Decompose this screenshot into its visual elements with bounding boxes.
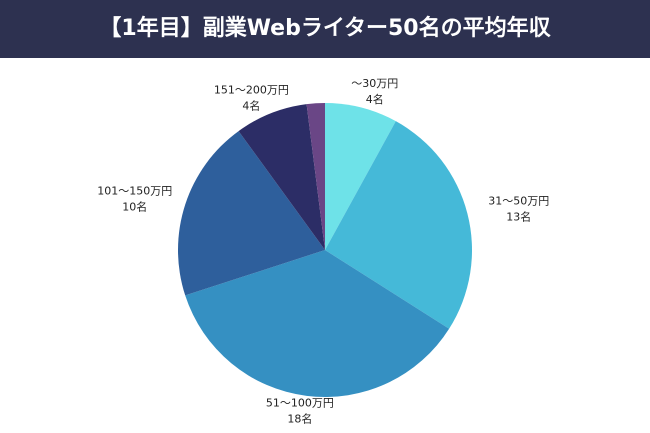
pie-slice [306,103,325,250]
value-label: 10名 [122,200,147,214]
pie-slice [178,131,325,296]
value-label: 18名 [287,412,312,426]
slice-label: 31〜50万円 [488,194,549,207]
slice-label: 101〜150万円 [97,185,172,198]
value-label: 4名 [242,98,260,112]
pie-slice [325,121,472,329]
slice-label: 51〜100万円 [266,397,334,410]
pie-slice [325,103,396,250]
value-label: 13名 [506,209,531,223]
pie-slice [238,104,325,250]
pie-slice [185,250,450,398]
value-label: 4名 [366,92,384,106]
title-bar [0,0,650,58]
slice-label: 151〜200万円 [214,83,289,96]
slice-label: 〜30万円 [351,77,398,90]
chart-title: 【1年目】副業Webライター50名の平均年収 [99,15,551,41]
